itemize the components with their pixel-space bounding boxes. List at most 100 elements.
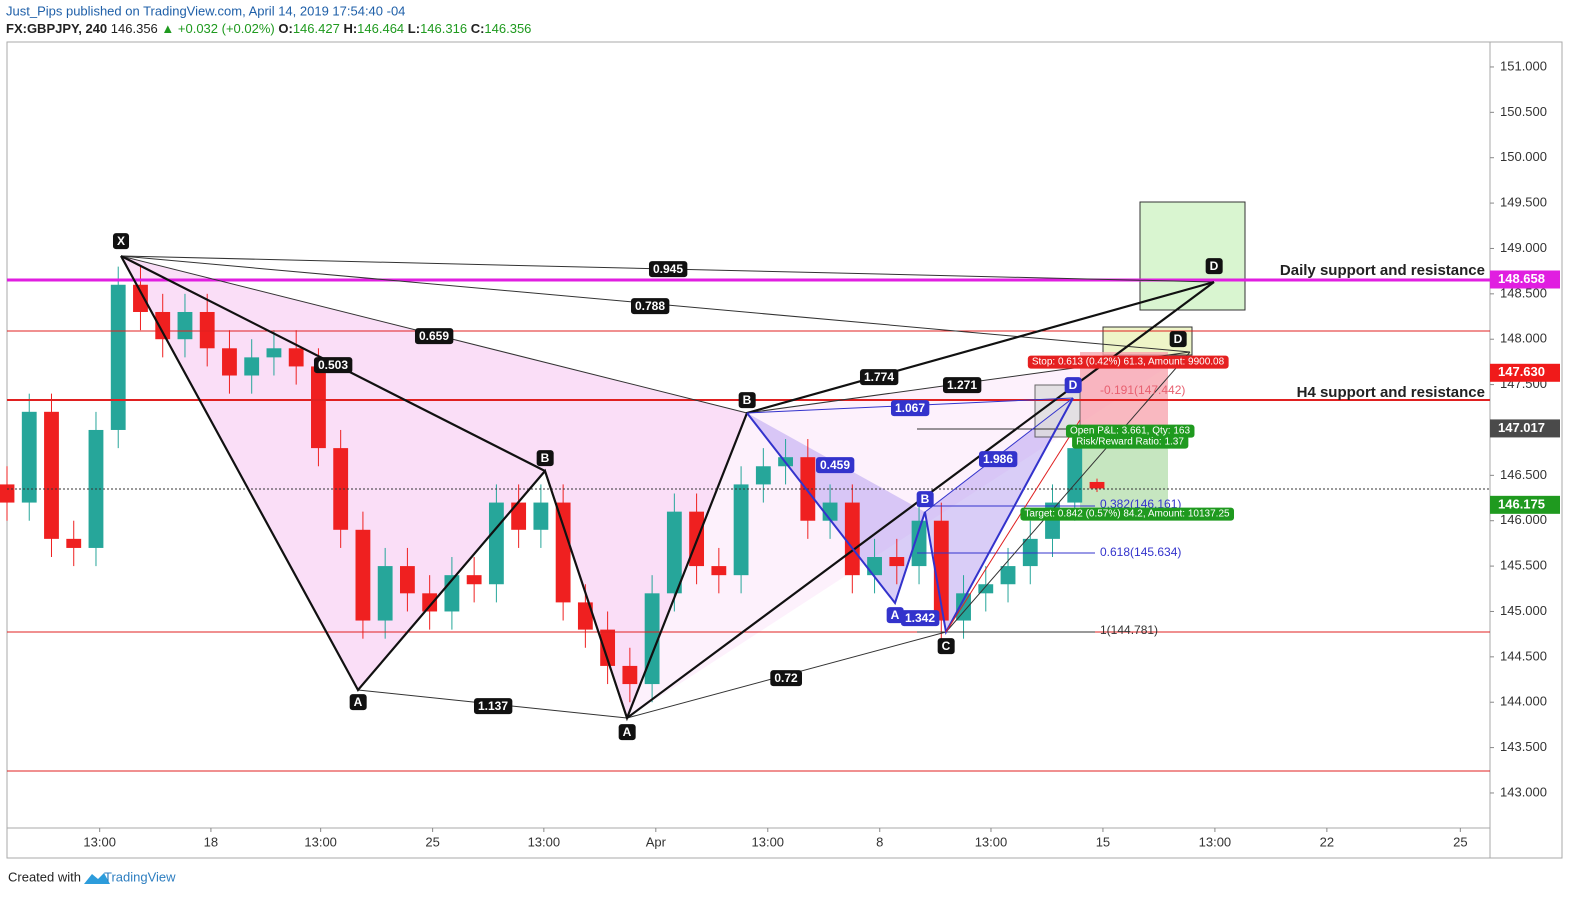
ratio-label: 1.986 [983,452,1013,466]
price-tag [1490,363,1560,382]
ratio-label: 1.342 [905,611,935,625]
y-tick-label: 145.500 [1500,558,1547,573]
candle-body [978,584,994,594]
ohlc-value: 146.427 [293,21,340,36]
label-bg [815,457,855,474]
ohlc-label: H: [343,21,357,36]
y-tick-label: 145.000 [1500,603,1547,618]
price-tag-label: 147.017 [1498,420,1545,435]
x-tick-label: 13:00 [528,834,561,849]
candle-body [488,502,504,585]
footer-created: Created with [8,869,81,884]
price-tag-label: 148.658 [1498,271,1545,286]
level-label: Daily support and resistance [1280,262,1485,279]
candle-body [911,520,927,567]
candle-body [266,348,282,358]
label-bg [978,451,1018,468]
stop-label: Stop: 0.613 (0.42%) 61.3, Amount: 9900.0… [1032,357,1225,368]
label-bg [414,328,454,345]
candle-body [66,538,82,548]
label-bg [937,638,955,655]
label-bg [648,261,688,278]
ratio-label: 1.137 [478,699,508,713]
label-bg [1169,331,1187,348]
label-bg [1072,435,1189,449]
candle-body [533,502,549,530]
ratio-label: 1.774 [864,370,894,384]
label-bg [112,233,130,250]
pattern-line [945,351,1191,633]
y-tick-label: 149.000 [1500,240,1547,255]
ratio-label: 0.788 [635,299,665,313]
price-tag [1490,419,1560,438]
label-bg [313,357,353,374]
y-tick-label: 143.000 [1500,784,1547,799]
axes: 143.000 143.500 144.000 144.500 145.000 145.5… [83,58,1560,849]
point-label: D [1069,378,1078,392]
point-label: A [891,608,900,622]
label-bg [1027,355,1229,369]
candle-body [1000,566,1016,585]
candle-body [244,357,260,376]
x-tick-label: 13:00 [83,834,116,849]
price-axis [1489,41,1563,859]
label-bg [618,724,636,741]
point-label: B [743,393,752,407]
fib-label: 1(144.781) [1100,623,1158,637]
position-line [945,419,1081,633]
x-tick-label: Apr [646,834,667,849]
candle-body [288,348,304,367]
label-bg [770,670,803,687]
price-tag [1490,495,1560,514]
candle-body [666,511,682,594]
candle-body [600,629,616,666]
ohlc-value: 146.316 [420,21,467,36]
candle-body [199,311,215,349]
candle-body [555,502,571,603]
publisher: Just_Pips published on TradingView.com, … [6,3,405,18]
x-tick-label: 15 [1096,834,1110,849]
label-bg [1020,507,1235,521]
y-tick-label: 148.000 [1500,331,1547,346]
label-bg [890,400,930,417]
label-bg [916,491,934,508]
price-tag-label: 146.175 [1498,496,1545,511]
ratio-label: 0.659 [419,329,449,343]
overlay: X A B A B C D D A B D 0.945 0.788 0.659 … [7,233,1490,772]
point-label: D [1174,332,1183,346]
ohlc-label: O: [278,21,292,36]
label-bg [1065,424,1195,438]
candle-body [577,602,593,630]
footer-brand: TradingView [104,869,176,884]
symbol-line: FX:GBPJPY, 240 146.356 ▲ +0.032 (+0.02%)… [6,21,531,36]
label-bg [886,607,904,624]
candle-body [422,593,438,612]
x-tick-label: 13:00 [975,834,1008,849]
candle-body [466,575,482,585]
time-axis [6,827,1491,859]
candle-body [956,593,971,621]
candle-body [933,520,949,621]
point-label: A [623,725,632,739]
y-tick-label: 151.000 [1500,58,1547,73]
x-tick-label: 25 [1453,834,1467,849]
label-bg [536,450,554,467]
y-tick-label: 144.000 [1500,694,1547,709]
ratio-label: 0.459 [820,458,850,472]
candle-body [377,566,393,621]
rr-label: Risk/Reward Ratio: 1.37 [1076,437,1184,448]
label-bg [349,694,367,711]
y-tick-label: 150.000 [1500,149,1547,164]
ohlc-value: 146.464 [357,21,404,36]
candle-body [222,348,237,376]
fib-label: 0.618(145.634) [1100,545,1181,559]
candle-body [399,566,415,594]
candle-body [511,502,527,530]
ratio-label: 0.945 [653,262,683,276]
ohlc-label: C: [471,21,485,36]
label-bg [859,369,899,386]
point-label: B [541,451,550,465]
candle-body [755,466,771,485]
candle-body [1067,448,1083,503]
